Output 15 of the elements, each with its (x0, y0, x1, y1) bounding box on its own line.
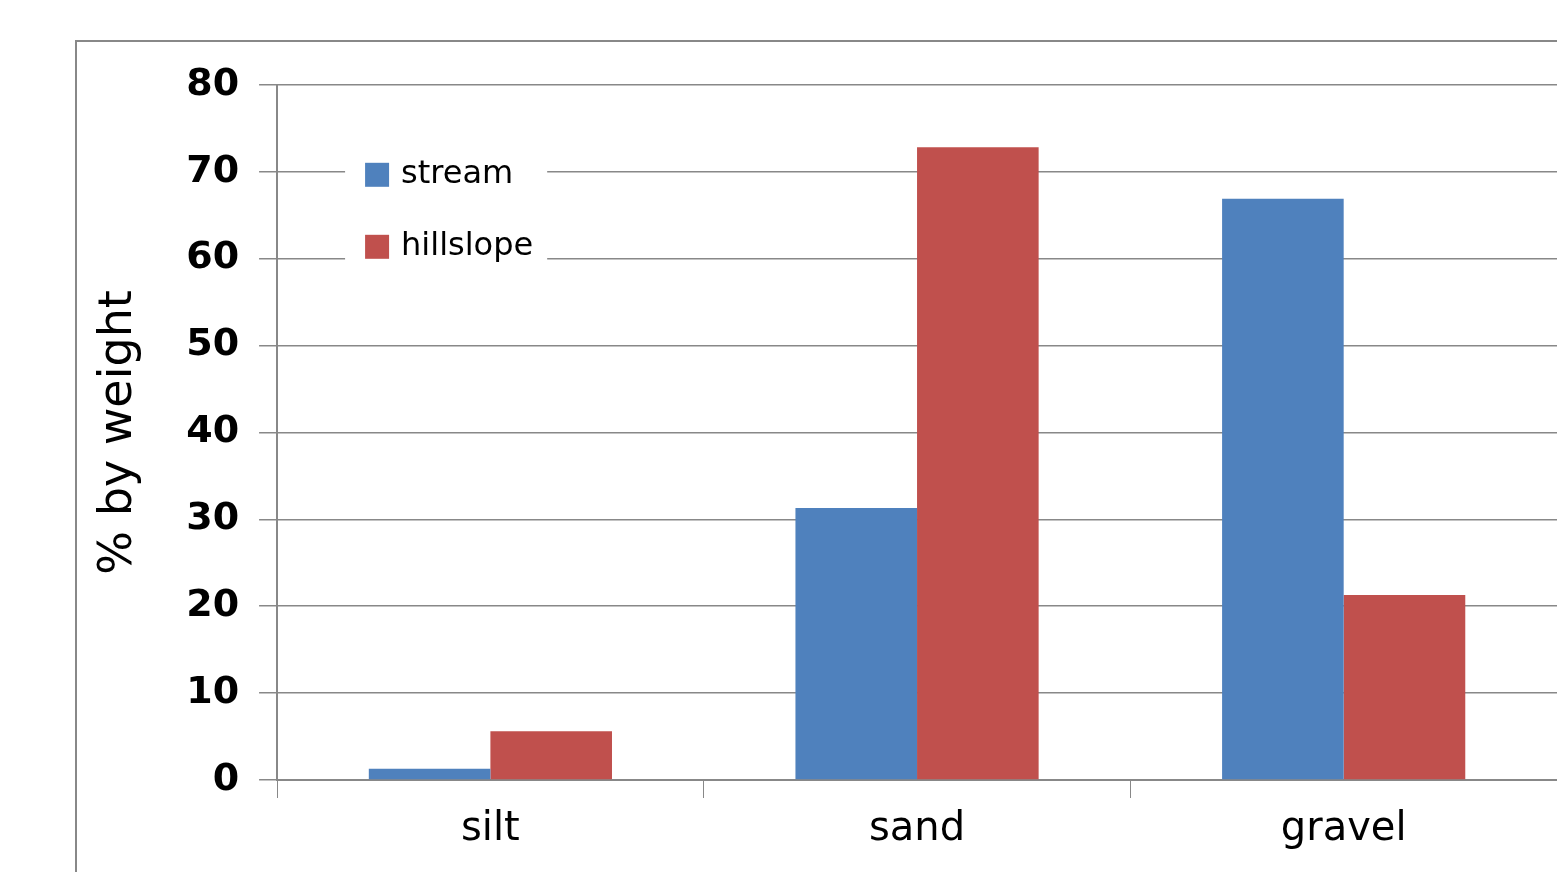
x-tick-label: gravel (1280, 803, 1407, 850)
y-tick-label: 60 (186, 233, 240, 278)
y-tick-label: 20 (186, 581, 240, 626)
legend-label: stream (401, 153, 514, 192)
y-tick-label: 0 (212, 754, 240, 799)
x-tick-label: sand (868, 803, 966, 850)
legend-label: hillslope (401, 225, 534, 264)
y-tick-label: 30 (186, 494, 240, 539)
y-tick-label: 40 (186, 407, 240, 452)
y-axis-title: % by weight (87, 290, 142, 575)
y-tick-label: 80 (186, 59, 240, 104)
x-tick-label: silt (461, 803, 520, 850)
y-tick-label: 50 (186, 320, 240, 365)
y-tick-label: 10 (186, 667, 240, 712)
y-tick-label: 70 (186, 146, 240, 191)
